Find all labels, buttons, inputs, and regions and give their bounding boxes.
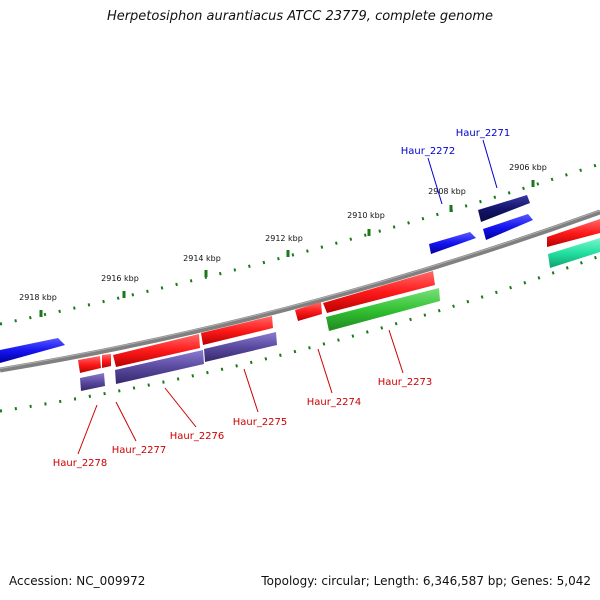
scale-label: 2910 kbp [347, 211, 385, 220]
leader-line [482, 139, 498, 189]
scale-label: 2912 kbp [265, 234, 303, 243]
gene-label[interactable]: Haur_2272 [401, 146, 456, 157]
reverse-strand-genes [80, 238, 600, 391]
leader-line [243, 368, 259, 413]
gene-arrow[interactable] [547, 219, 600, 247]
gene-arrow[interactable] [115, 350, 204, 384]
gene-arrow[interactable] [548, 238, 600, 268]
gene-arrow[interactable] [80, 373, 105, 391]
page-title: Herpetosiphon aurantiacus ATCC 23779, co… [106, 9, 494, 24]
leader-line [164, 387, 197, 428]
gene-label[interactable]: Haur_2273 [378, 377, 433, 388]
scale-label: 2916 kbp [101, 274, 139, 283]
genome-summary-text: Topology: circular; Length: 6,346,587 bp… [261, 574, 591, 588]
scale-label: 2906 kbp [509, 163, 547, 172]
leader-line [427, 157, 443, 205]
scale-label: 2908 kbp [428, 187, 466, 196]
genome-backbone [0, 209, 600, 373]
gene-arrow[interactable] [78, 356, 101, 373]
forward-strand-genes [0, 195, 600, 373]
gene-arrow[interactable] [429, 232, 476, 254]
scale-label: 2918 kbp [19, 293, 57, 302]
leader-line [388, 329, 404, 374]
scale-major-ticks [39, 180, 535, 317]
scale-label: 2914 kbp [183, 254, 221, 263]
gene-label[interactable]: Haur_2275 [233, 417, 288, 428]
gene-label[interactable]: Haur_2274 [307, 397, 362, 408]
leader-line [115, 401, 137, 442]
gene-arrow[interactable] [102, 354, 111, 368]
accession-text: Accession: NC_009972 [9, 574, 146, 588]
gene-arrow[interactable] [204, 332, 277, 362]
gene-arrow[interactable] [201, 316, 273, 345]
gene-label[interactable]: Haur_2278 [53, 458, 108, 469]
gene-label[interactable]: Haur_2271 [456, 128, 511, 139]
leader-line [317, 348, 333, 394]
gene-label[interactable]: Haur_2277 [112, 445, 167, 456]
gene-arrow[interactable] [326, 288, 440, 331]
gene-arrow[interactable] [295, 302, 322, 321]
gene-arrow[interactable] [478, 195, 530, 222]
gene-label[interactable]: Haur_2276 [170, 431, 225, 442]
leader-line [77, 404, 98, 455]
gene-arrow[interactable] [0, 338, 65, 363]
gene-arrow[interactable] [483, 214, 533, 240]
gene-arrow[interactable] [323, 271, 435, 313]
gene-arrow[interactable] [113, 334, 200, 367]
